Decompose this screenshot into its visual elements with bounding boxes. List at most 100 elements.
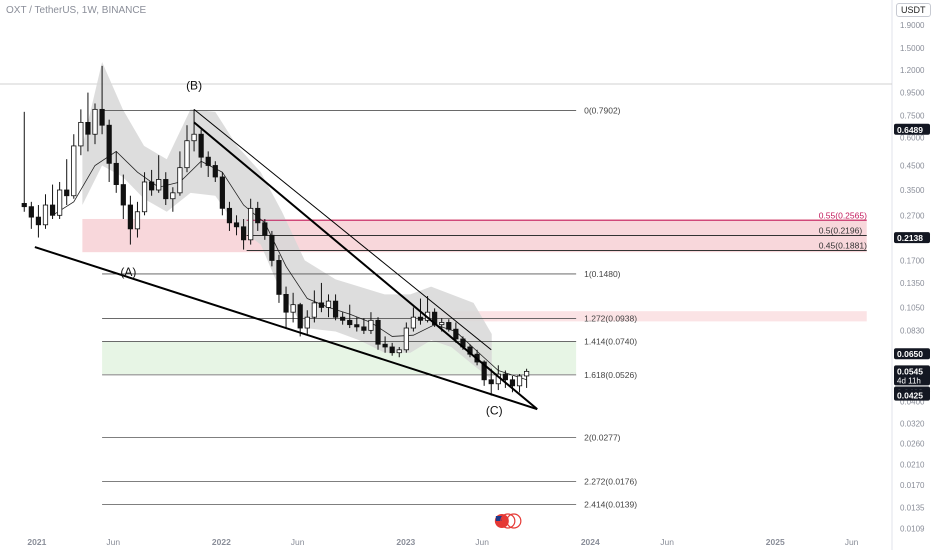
candle-body: [439, 322, 445, 326]
price-badge: [894, 232, 930, 244]
candle-body: [417, 316, 424, 321]
time-tick-label: 2025: [766, 537, 785, 547]
price-badge-label: 0.2138: [897, 233, 923, 243]
candle-body: [141, 181, 148, 213]
candle-body: [347, 319, 353, 326]
candle-body: [212, 165, 218, 178]
us-flag-icon: [494, 513, 522, 529]
time-tick-label: 2023: [396, 537, 415, 547]
candle-body: [262, 222, 268, 236]
candle-body: [304, 316, 310, 329]
price-tick-label: 0.9500: [900, 89, 925, 98]
retracement-label: 0.5(0.2196): [819, 225, 863, 235]
candle-body: [283, 293, 289, 313]
price-tick-label: 0.1050: [900, 303, 925, 312]
time-tick-label: Jun: [106, 537, 120, 547]
candle-body: [403, 327, 409, 351]
price-tick-label: 0.6000: [900, 133, 925, 142]
price-tick-label: 0.2700: [900, 211, 925, 220]
candle-body: [290, 304, 296, 313]
price-tick-label: 0.4500: [900, 161, 925, 170]
trend-line-wedge-lower: [34, 246, 538, 411]
price-badge: [894, 348, 930, 360]
wave-label: (C): [486, 404, 503, 418]
price-tick-label: 0.0135: [900, 503, 925, 512]
wave-label: (A): [120, 265, 136, 279]
zone-minor-resistance: [427, 311, 867, 322]
price-tick-label: 1.5000: [900, 44, 925, 53]
price-badge: [894, 389, 930, 401]
candle-body: [120, 184, 126, 206]
trend-line-wedge-upper: [193, 121, 538, 410]
candle-body: [92, 108, 98, 135]
candle-body: [396, 349, 402, 354]
price-badge-label: 0.6489: [897, 125, 923, 135]
fib-level-label: 1(0.1480): [584, 269, 621, 279]
price-tick-label: 0.0210: [900, 460, 925, 469]
candle-body: [226, 207, 233, 224]
fib-level-label: 1.618(0.0526): [584, 370, 637, 380]
time-tick-label: Jun: [845, 537, 859, 547]
price-badge-label: 0.0545: [897, 366, 923, 376]
candle-body: [375, 319, 381, 345]
candle-body: [163, 179, 169, 200]
candle-body: [156, 179, 162, 191]
candle-body: [354, 324, 360, 328]
candle-body: [488, 379, 494, 385]
retracement-label: 0.55(0.2565): [819, 210, 867, 220]
price-tick-label: 0.0400: [900, 398, 925, 407]
candle-body: [332, 300, 339, 318]
price-tick-label: 0.0830: [900, 326, 925, 335]
candle-body: [49, 204, 56, 216]
candle-body: [57, 189, 63, 216]
candle-body: [368, 319, 374, 331]
candle-body: [382, 343, 388, 348]
candle-body: [233, 222, 240, 228]
currency-label[interactable]: USDT: [896, 3, 931, 17]
candle-body: [509, 379, 516, 387]
candle-body: [297, 304, 303, 329]
time-tick-label: Jun: [660, 537, 674, 547]
price-badge-countdown: 4d 11h: [897, 376, 921, 385]
candle-body: [516, 375, 523, 387]
candle-body: [240, 226, 247, 241]
candle-body: [255, 207, 261, 224]
wave-label: (B): [186, 79, 202, 93]
candle-body: [524, 370, 530, 377]
candle-body: [389, 346, 395, 354]
candle-body: [311, 302, 317, 318]
fib-level-label: 0(0.7902): [584, 106, 621, 116]
candle-body: [127, 204, 133, 230]
candle-body: [113, 162, 119, 185]
candle-body: [410, 316, 417, 329]
fib-level-label: 2.414(0.0139): [584, 500, 637, 510]
candle-body: [71, 145, 77, 197]
fib-level-label: 1.272(0.0938): [584, 313, 637, 323]
candle-body: [134, 211, 141, 230]
time-tick-label: 2024: [581, 537, 600, 547]
fib-level-label: 2(0.0277): [584, 432, 621, 442]
candle-body: [325, 300, 332, 308]
candle-body: [177, 167, 183, 194]
price-tick-label: 1.2000: [900, 66, 925, 75]
price-tick-label: 0.0320: [900, 419, 925, 428]
retracement-label: 0.45(0.1881): [819, 241, 867, 251]
candle-body: [191, 133, 197, 142]
time-tick-label: Jun: [291, 537, 305, 547]
candle-body: [35, 216, 42, 226]
candle-body: [170, 192, 176, 200]
candle-body: [361, 326, 367, 331]
candle-body: [248, 207, 254, 241]
candle-body: [318, 302, 325, 308]
time-tick-label: 2022: [212, 537, 231, 547]
price-tick-label: 0.0260: [900, 440, 925, 449]
candle-body: [453, 328, 459, 340]
price-badge-label: 0.0650: [897, 349, 923, 359]
trend-line-thin-trend: [193, 108, 492, 351]
candle-body: [42, 204, 49, 226]
price-tick-label: 0.1350: [900, 279, 925, 288]
price-badge-label: 0.0425: [897, 391, 923, 401]
candle-body: [269, 234, 275, 261]
